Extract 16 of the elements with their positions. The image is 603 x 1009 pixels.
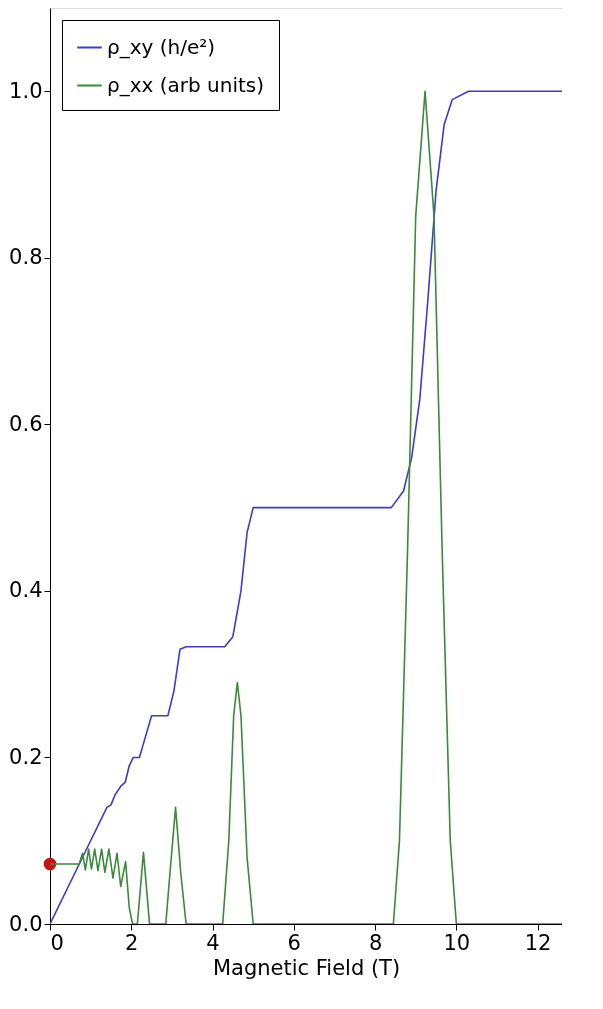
y-tick-label: 0.4 [9,578,43,603]
x-tick-label: 8 [368,930,383,955]
y-tick-label: 0.2 [9,744,43,769]
y-tick-label: 0.8 [9,245,43,270]
legend-label: ρ_xx (arb units) [107,72,265,97]
x-tick-label: 4 [206,930,220,955]
legend-label: ρ_xy (h/e²) [107,34,216,59]
x-tick-label: 12 [524,930,552,955]
y-tick-label: 1.0 [9,78,43,103]
y-tick-label: 0.6 [9,411,43,436]
x-tick-label: 0 [50,930,64,955]
x-tick-label: 10 [443,930,471,955]
y-tick-label: 0.0 [9,911,43,936]
x-tick-label: 2 [125,930,139,955]
x-tick-label: 6 [287,930,301,955]
x-axis-title: Magnetic Field (T) [212,955,401,980]
